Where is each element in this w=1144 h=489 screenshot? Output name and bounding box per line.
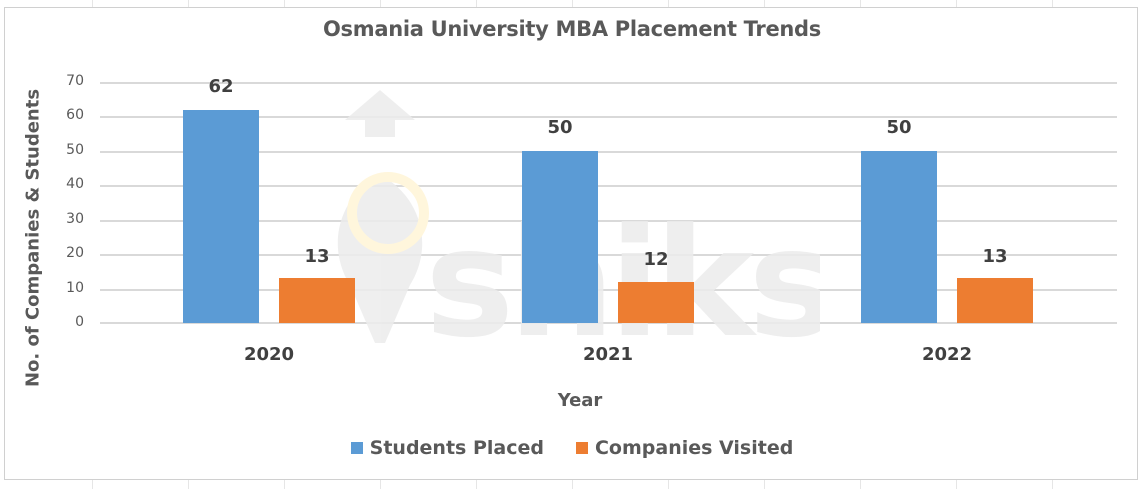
bar-students-placed-2022[interactable] xyxy=(861,151,937,323)
bar-companies-visited-2020[interactable] xyxy=(279,278,355,323)
bar-students-placed-2020[interactable] xyxy=(183,110,259,323)
x-tick: 2020 xyxy=(243,344,295,365)
legend-item-students-placed[interactable]: Students Placed xyxy=(350,437,544,459)
y-tick: 30 xyxy=(66,211,84,227)
data-label: 62 xyxy=(208,76,234,97)
data-label: 13 xyxy=(304,246,330,267)
x-tick: 2022 xyxy=(921,344,973,365)
gridline xyxy=(100,116,1117,118)
gridline xyxy=(100,254,1117,256)
bar-companies-visited-2022[interactable] xyxy=(957,278,1033,323)
x-tick: 2021 xyxy=(582,344,634,365)
y-tick: 50 xyxy=(66,142,84,158)
legend-item-companies-visited[interactable]: Companies Visited xyxy=(575,437,794,459)
y-tick: 60 xyxy=(66,107,84,123)
y-tick: 0 xyxy=(75,314,84,330)
y-tick: 20 xyxy=(66,245,84,261)
bar-students-placed-2021[interactable] xyxy=(522,151,598,323)
legend-label: Companies Visited xyxy=(594,437,794,459)
data-label: 12 xyxy=(643,249,669,270)
chart-title: Osmania University MBA Placement Trends xyxy=(322,17,821,41)
data-label: 50 xyxy=(547,117,573,138)
gridline xyxy=(100,289,1117,291)
legend-swatch-icon xyxy=(575,442,588,454)
legend-swatch-icon xyxy=(350,442,363,454)
gridline xyxy=(100,151,1117,153)
y-tick: 10 xyxy=(66,280,84,296)
legend: Students Placed Companies Visited xyxy=(0,437,1144,459)
gridline xyxy=(100,82,1117,84)
x-axis-line xyxy=(100,322,1117,324)
data-label: 50 xyxy=(886,117,912,138)
y-tick: 70 xyxy=(66,73,84,89)
gridline xyxy=(100,185,1117,187)
y-tick: 40 xyxy=(66,176,84,192)
y-axis-title: No. of Companies & Students xyxy=(22,88,44,388)
bar-companies-visited-2021[interactable] xyxy=(618,282,694,323)
legend-label: Students Placed xyxy=(369,437,544,459)
x-axis-title: Year xyxy=(557,390,603,411)
data-label: 13 xyxy=(982,246,1008,267)
gridline xyxy=(100,220,1117,222)
